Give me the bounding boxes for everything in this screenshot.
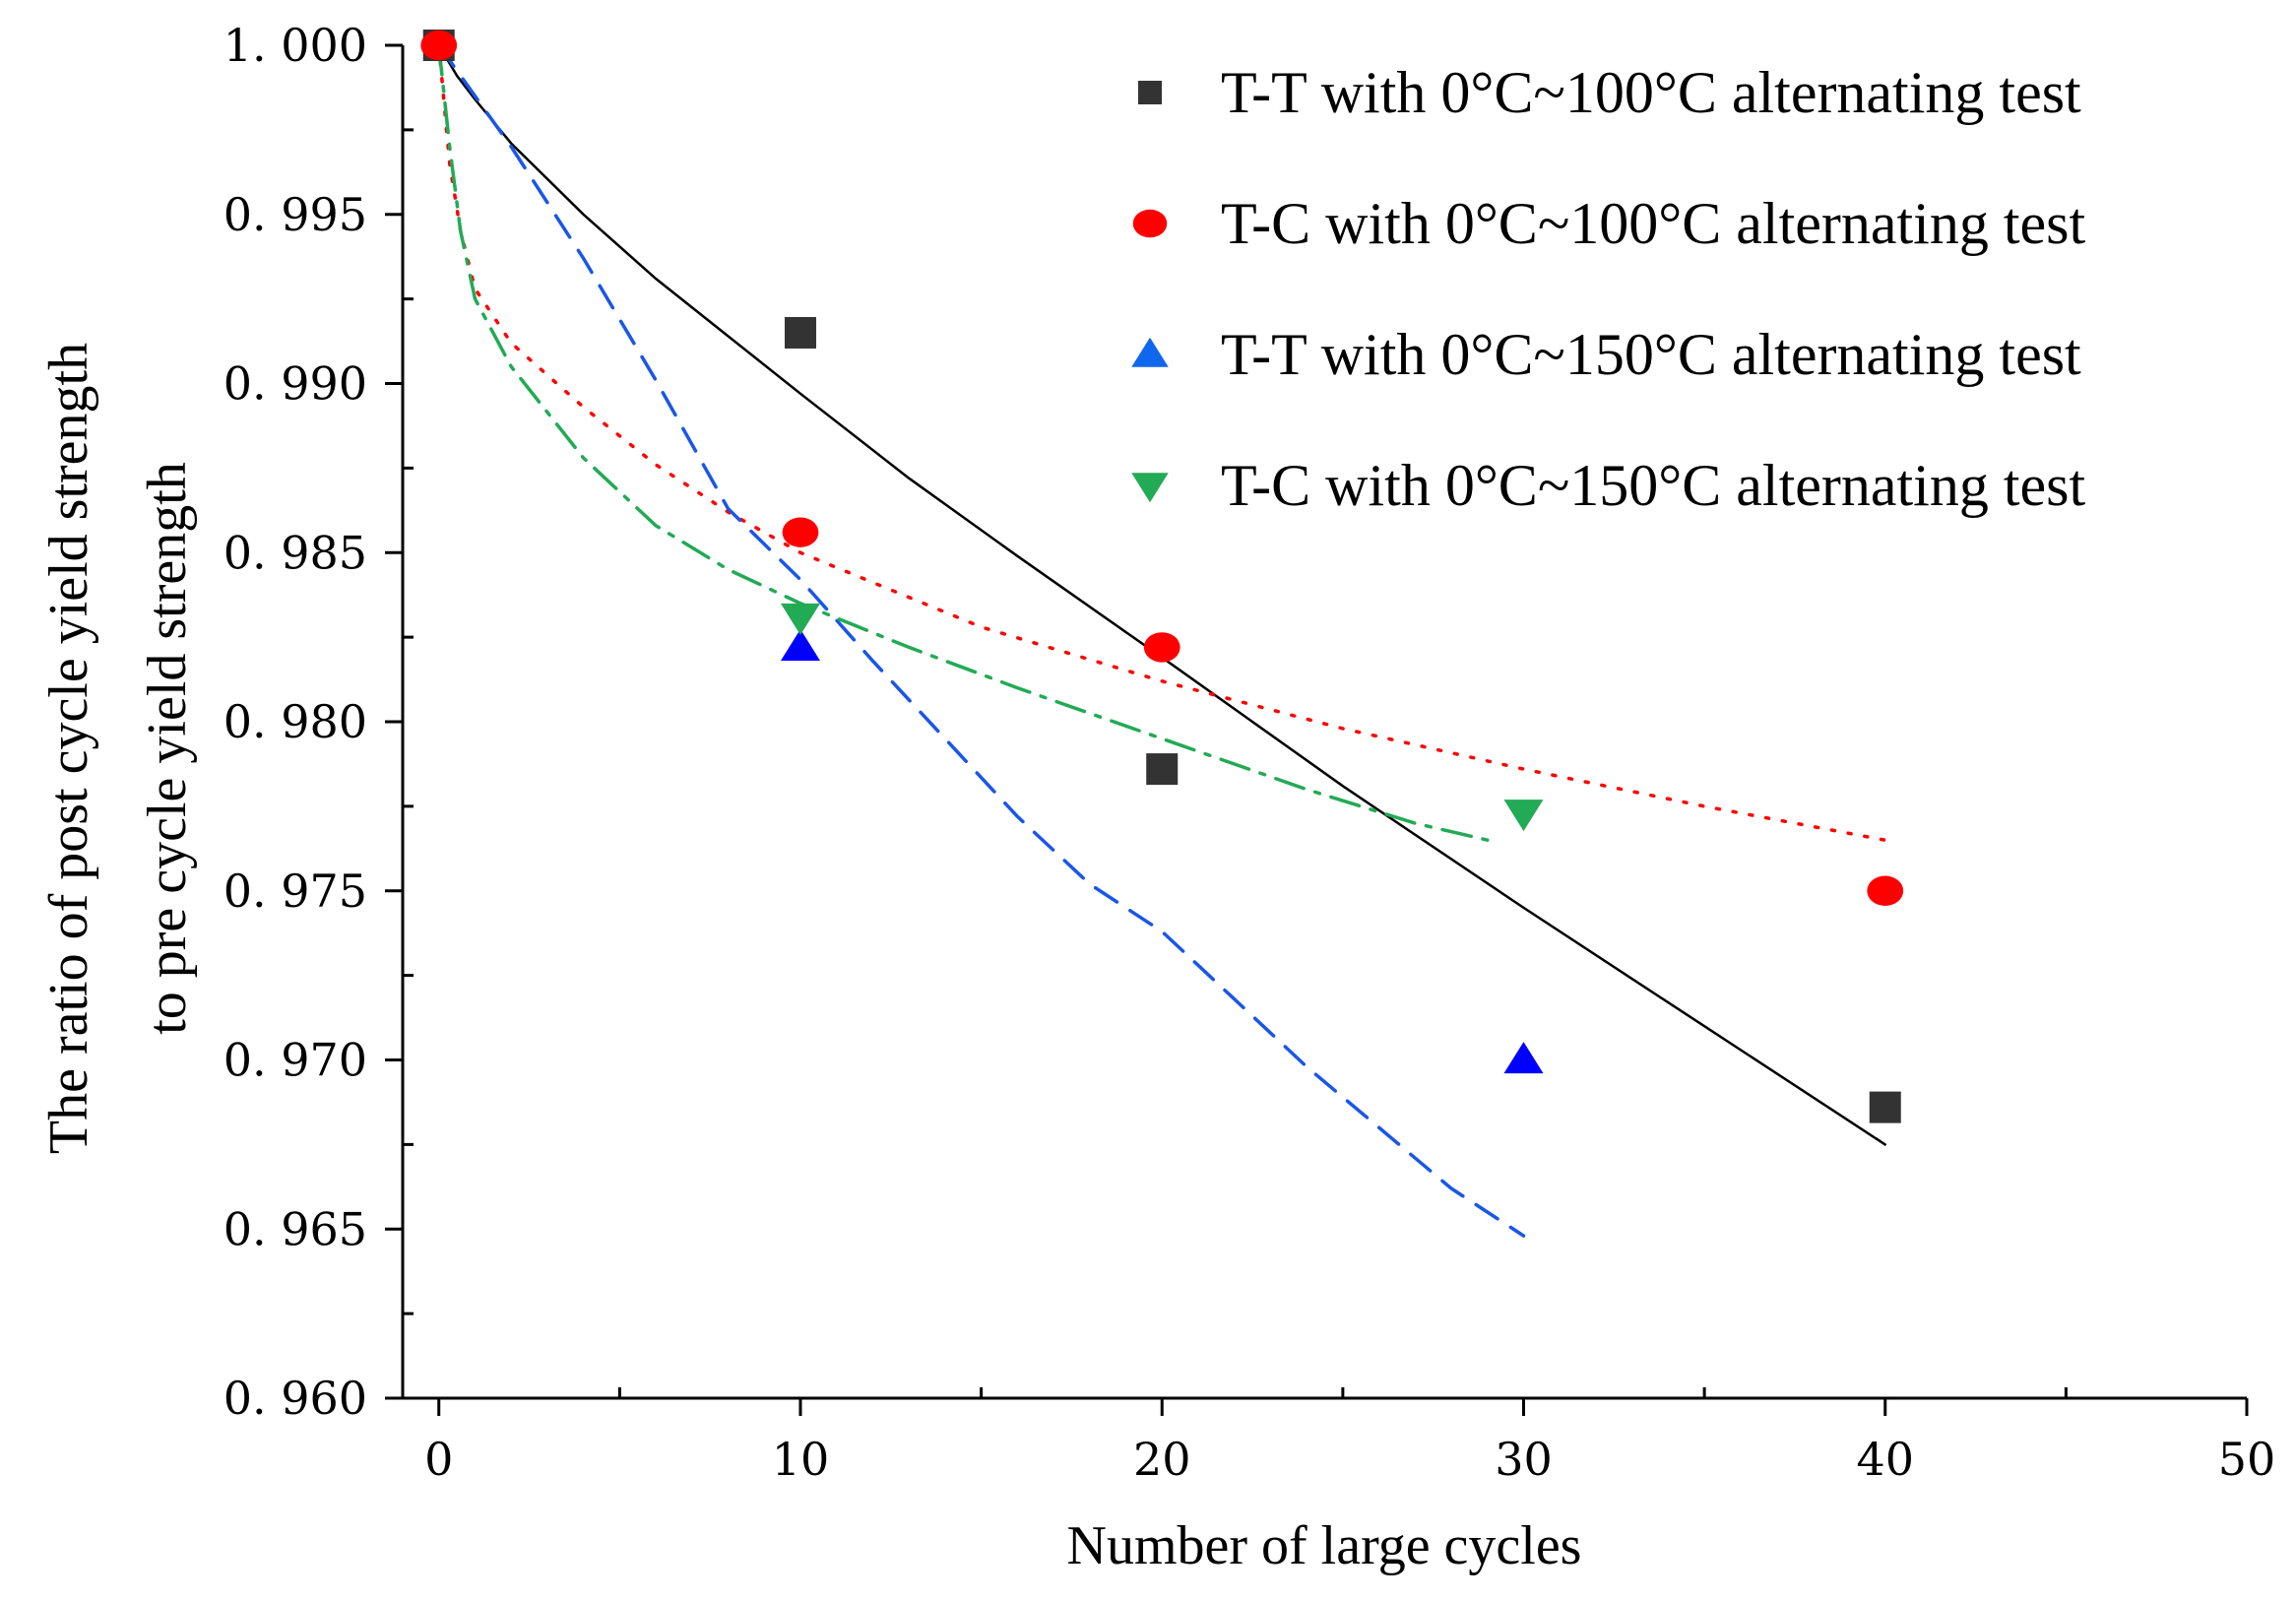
legend-marker-series-4 [1131, 473, 1169, 503]
y-tick-label: 0. 990 [223, 357, 367, 411]
fit-line-series-3 [436, 43, 1526, 1238]
ticks: 0 10 20 30 40 50 0. 960 0. 965 0. 970 0. 975 0. 98… [223, 19, 2276, 1486]
data-point-series-3 [780, 629, 820, 662]
legend-label-series-2: T-C with 0°C~100°C alternating test [1221, 191, 2086, 256]
x-tick-label: 10 [772, 1433, 830, 1486]
y-axis-title-line-2: to pre cycle yield strength [137, 462, 198, 1035]
legend-marker-series-2 [1132, 209, 1168, 238]
data-point-series-2 [1143, 632, 1180, 663]
x-tick-label: 30 [1495, 1433, 1553, 1486]
x-tick-label: 40 [1856, 1433, 1914, 1486]
y-tick-label: 0. 960 [223, 1372, 367, 1425]
data-point-series-4 [780, 603, 820, 635]
y-axis-title-line-1: The ratio of post cycle yield strength [38, 343, 99, 1154]
y-tick-label: 0. 980 [223, 695, 367, 748]
data-point-series-1 [1146, 753, 1179, 786]
legend-label-series-3: T-T with 0°C~150°C alternating test [1221, 322, 2081, 387]
data-point-series-2 [1867, 875, 1904, 906]
y-tick-label: 0. 995 [223, 188, 367, 241]
legend-label-series-1: T-T with 0°C~100°C alternating test [1221, 60, 2081, 125]
legend-label-series-4: T-C with 0°C~150°C alternating test [1221, 453, 2086, 518]
fit-line-series-4 [436, 43, 1490, 842]
data-point-series-2 [420, 30, 458, 61]
x-tick-label: 20 [1133, 1433, 1191, 1486]
data-points [420, 30, 1904, 1123]
y-tick-label: 0. 975 [223, 865, 367, 918]
y-axis-title: The ratio of post cycle yield strength t… [38, 343, 198, 1154]
y-tick-label: 0. 985 [223, 526, 367, 579]
y-tick-label: 0. 965 [223, 1202, 367, 1255]
y-tick-label: 0. 970 [223, 1034, 367, 1087]
legend-marker-series-3 [1131, 337, 1169, 367]
x-tick-label: 0 [424, 1433, 453, 1486]
data-point-series-2 [782, 517, 819, 547]
y-tick-label: 1. 000 [223, 19, 367, 72]
legend: T-T with 0°C~100°C alternating test T-C w… [1131, 60, 2086, 518]
fit-line-series-2 [436, 43, 1887, 842]
x-axis-title: Number of large cycles [1067, 1515, 1582, 1576]
legend-marker-series-1 [1138, 81, 1162, 104]
fit-lines [436, 43, 1887, 1238]
x-tick-label: 50 [2218, 1433, 2276, 1486]
data-point-series-4 [1503, 800, 1544, 832]
data-point-series-1 [784, 316, 816, 349]
data-point-series-1 [1869, 1091, 1901, 1123]
data-point-series-3 [1503, 1042, 1544, 1074]
